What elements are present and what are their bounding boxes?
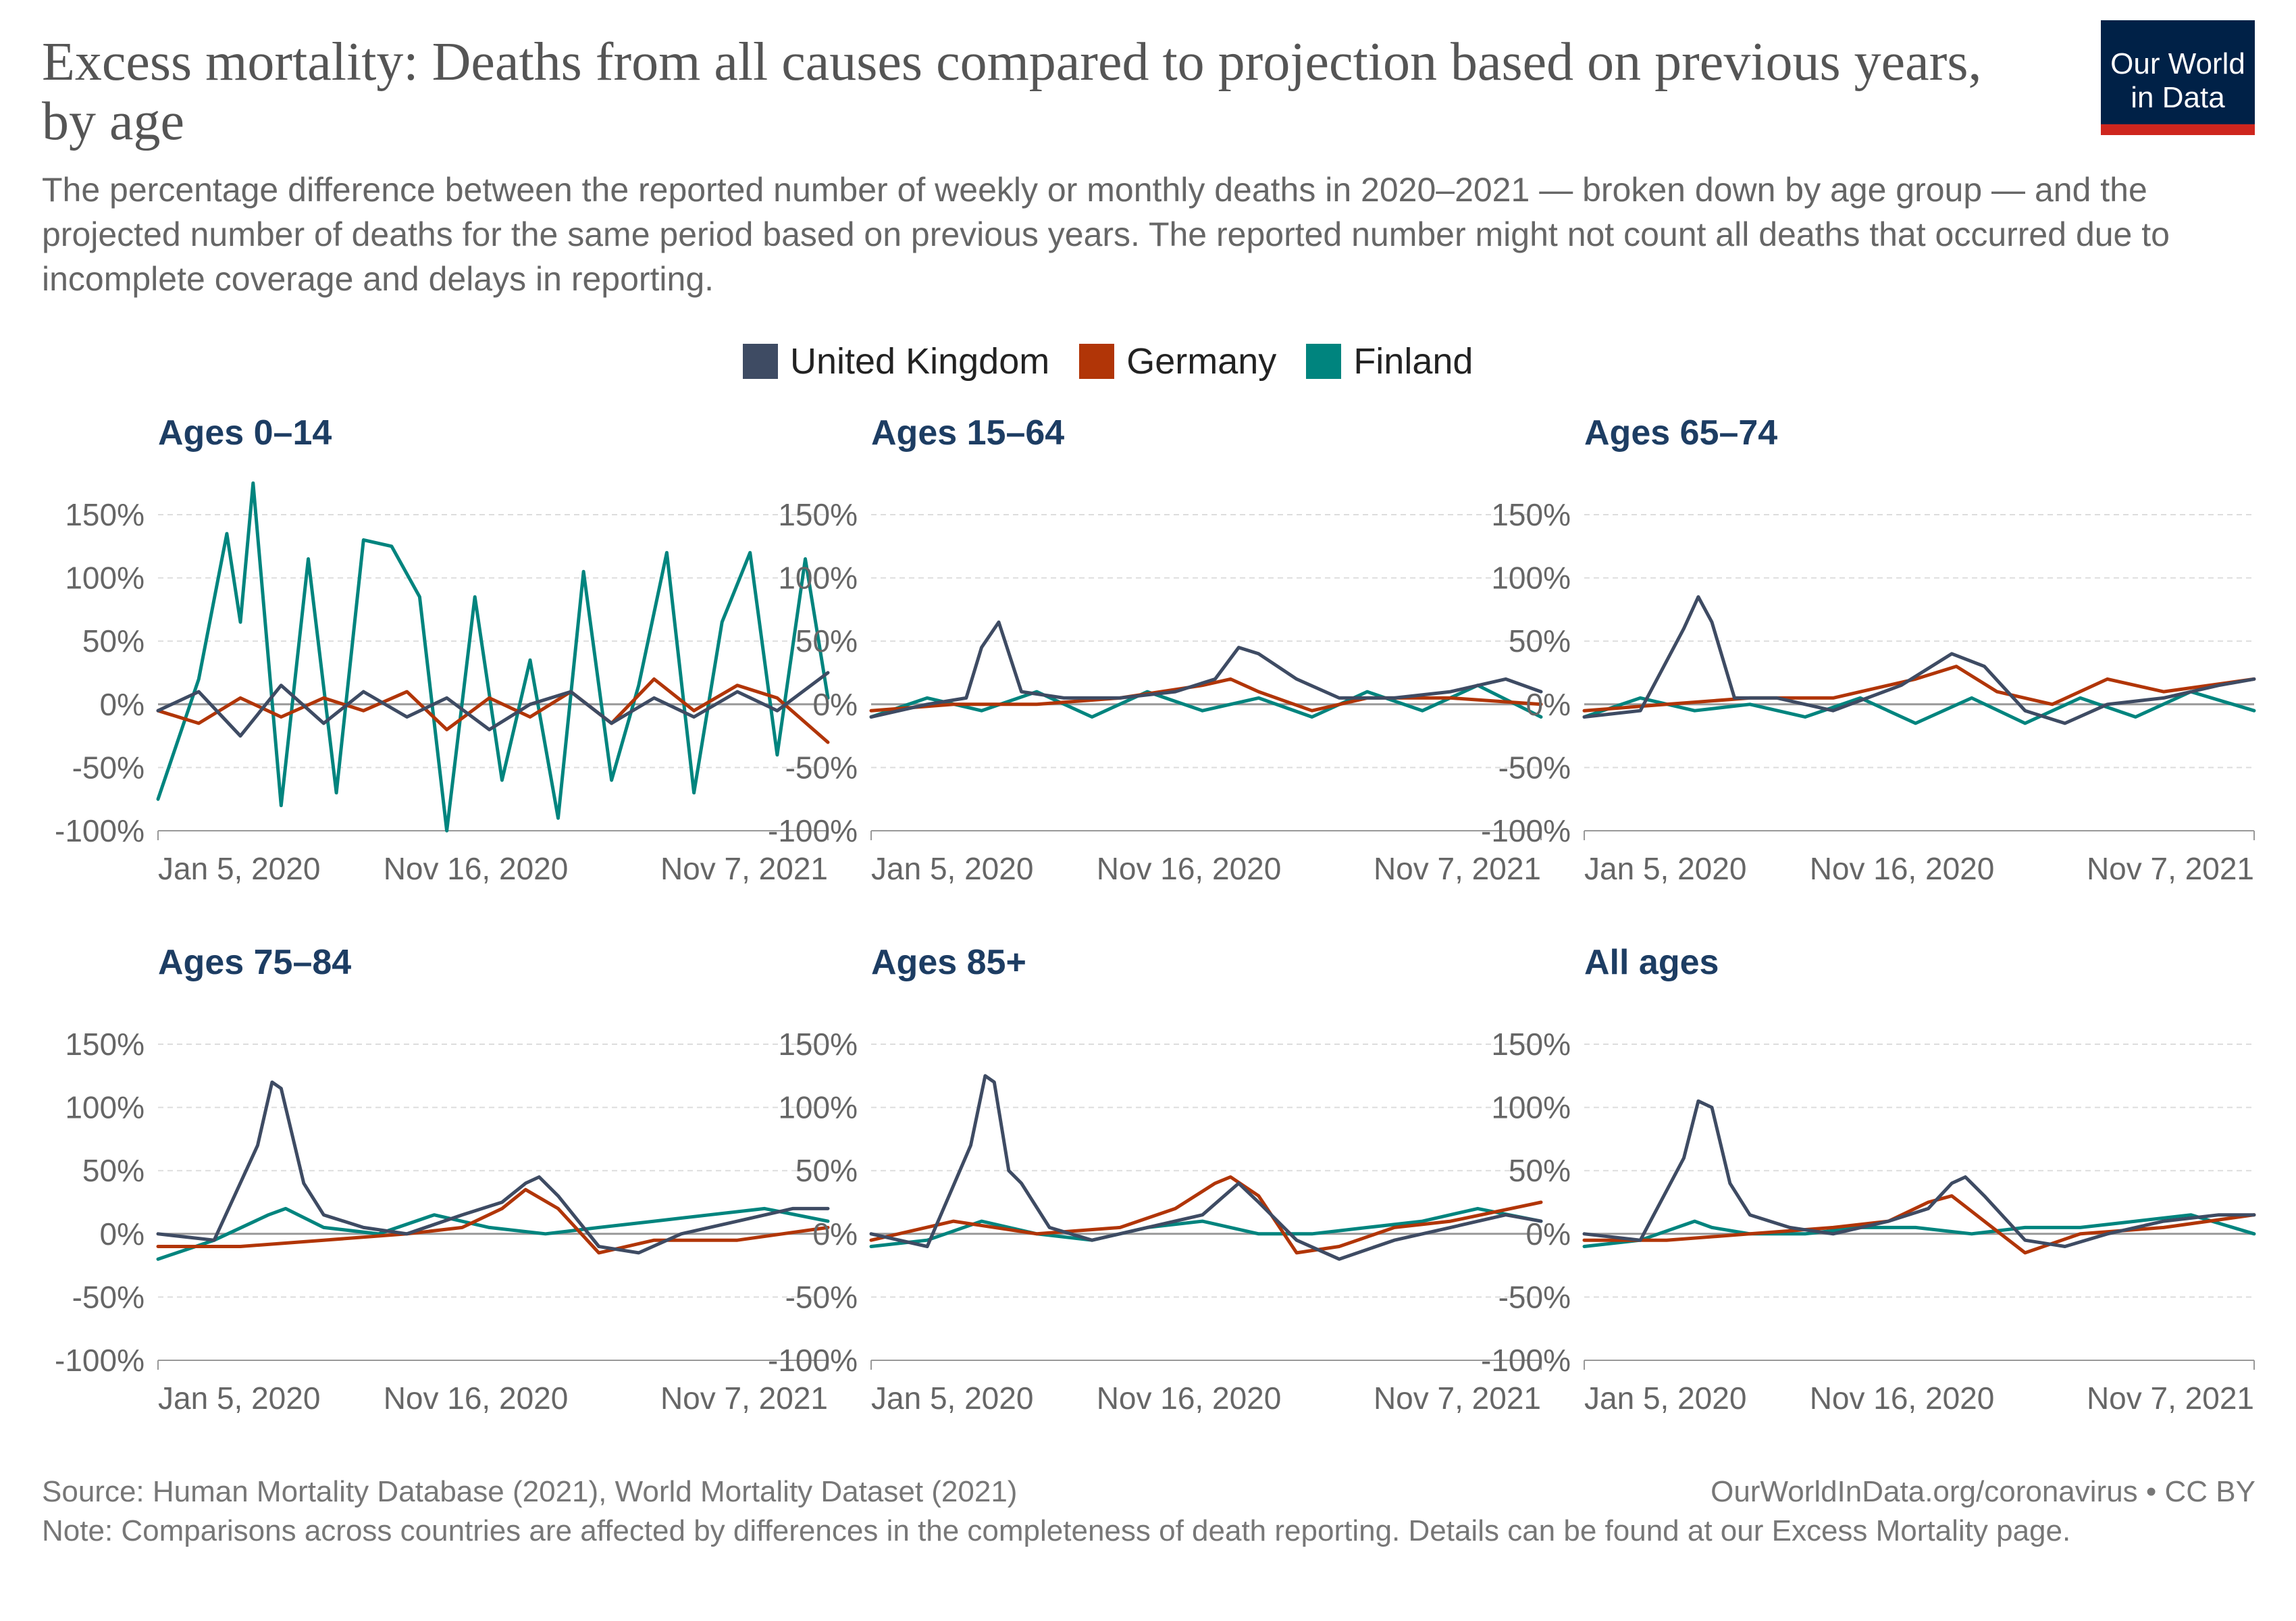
x-tick-label-ages-0-14: Nov 16, 2020 — [384, 851, 569, 886]
legend-label-finland: Finland — [1353, 341, 1473, 382]
y-tick-label-ages-75-84: -50% — [72, 1279, 145, 1314]
panel-title-all-ages: All ages — [1584, 943, 1719, 982]
y-tick-label-ages-75-84: 50% — [82, 1153, 145, 1188]
y-tick-label-all-ages: 100% — [1491, 1090, 1571, 1125]
y-tick-label-ages-85: 50% — [795, 1153, 858, 1188]
x-tick-label-ages-65-74: Nov 16, 2020 — [1810, 851, 1995, 886]
series-line-finland-ages-85 — [869, 1206, 1543, 1248]
y-tick-label-ages-85: -50% — [785, 1279, 858, 1314]
x-tick-label-ages-0-14: Jan 5, 2020 — [158, 851, 320, 886]
y-tick-label-ages-15-64: 100% — [778, 561, 858, 596]
legend-label-uk: United Kingdom — [790, 341, 1050, 382]
y-tick-label-ages-15-64: 0% — [813, 687, 858, 722]
panel-title-ages-0-14: Ages 0–14 — [158, 413, 332, 453]
logo-bar — [2101, 124, 2255, 135]
note-text: Note: Comparisons across countries are a… — [42, 1514, 2071, 1547]
y-tick-label-ages-15-64: -50% — [785, 750, 858, 785]
legend-item-germany[interactable]: Germany — [1079, 340, 1276, 382]
series-line-united-kingdom-ages-85 — [869, 1074, 1543, 1261]
logo-line-2: in Data — [2131, 81, 2225, 114]
y-tick-label-ages-0-14: 50% — [82, 623, 145, 659]
x-tick-label-ages-85: Nov 7, 2021 — [1374, 1381, 1541, 1416]
legend-swatch-finland — [1306, 344, 1342, 379]
y-tick-label-ages-0-14: -50% — [72, 750, 145, 785]
logo-line-1: Our World — [2110, 47, 2245, 80]
series-line-finland-ages-0-14 — [156, 481, 830, 833]
x-tick-label-all-ages: Nov 16, 2020 — [1810, 1381, 1995, 1416]
x-tick-label-ages-0-14: Nov 7, 2021 — [660, 851, 828, 886]
series-line-united-kingdom-ages-75-84 — [156, 1080, 830, 1255]
y-tick-label-ages-75-84: 150% — [65, 1027, 145, 1062]
y-tick-label-ages-75-84: -100% — [55, 1343, 145, 1378]
owid-logo[interactable]: Our World in Data — [2101, 20, 2255, 135]
y-tick-label-all-ages: 50% — [1509, 1153, 1571, 1188]
chart-title: Excess mortality: Deaths from all causes… — [42, 32, 1982, 151]
y-tick-label-ages-65-74: -50% — [1498, 750, 1571, 785]
credit-text[interactable]: OurWorldInData.org/coronavirus • CC BY — [1711, 1475, 2255, 1508]
x-tick-label-ages-15-64: Nov 7, 2021 — [1374, 851, 1541, 886]
y-tick-label-ages-65-74: 100% — [1491, 561, 1571, 596]
y-tick-label-ages-15-64: -100% — [768, 813, 858, 848]
panel-title-ages-15-64: Ages 15–64 — [871, 413, 1064, 453]
source-text: Source: Human Mortality Database (2021),… — [42, 1475, 1018, 1508]
y-tick-label-all-ages: 0% — [1526, 1216, 1571, 1252]
x-tick-label-ages-75-84: Nov 16, 2020 — [384, 1381, 569, 1416]
y-tick-label-ages-75-84: 100% — [65, 1090, 145, 1125]
x-tick-label-ages-85: Jan 5, 2020 — [871, 1381, 1033, 1416]
panel-title-ages-65-74: Ages 65–74 — [1584, 413, 1777, 453]
y-tick-label-ages-75-84: 0% — [100, 1216, 145, 1252]
y-tick-label-ages-0-14: 100% — [65, 561, 145, 596]
y-tick-label-ages-0-14: 0% — [100, 687, 145, 722]
y-tick-label-ages-0-14: -100% — [55, 813, 145, 848]
series-line-united-kingdom-ages-15-64 — [869, 620, 1543, 719]
y-tick-label-ages-15-64: 50% — [795, 623, 858, 659]
y-tick-label-all-ages: -100% — [1481, 1343, 1571, 1378]
series-line-finland-ages-75-84 — [156, 1206, 830, 1261]
y-tick-label-ages-65-74: -100% — [1481, 813, 1571, 848]
series-line-united-kingdom-all-ages — [1582, 1099, 2256, 1248]
x-tick-label-all-ages: Nov 7, 2021 — [2087, 1381, 2254, 1416]
y-tick-label-ages-85: 0% — [813, 1216, 858, 1252]
y-tick-label-ages-65-74: 150% — [1491, 497, 1571, 532]
x-tick-label-ages-65-74: Nov 7, 2021 — [2087, 851, 2254, 886]
series-line-germany-ages-0-14 — [156, 677, 830, 744]
y-tick-label-ages-85: 150% — [778, 1027, 858, 1062]
y-tick-label-all-ages: -50% — [1498, 1279, 1571, 1314]
legend-item-uk[interactable]: United Kingdom — [743, 340, 1049, 382]
legend-item-finland[interactable]: Finland — [1306, 340, 1473, 382]
y-tick-label-ages-65-74: 50% — [1509, 623, 1571, 659]
chart-subtitle: The percentage difference between the re… — [42, 171, 2170, 298]
x-tick-label-ages-85: Nov 16, 2020 — [1097, 1381, 1282, 1416]
y-tick-label-ages-15-64: 150% — [778, 497, 858, 532]
y-tick-label-ages-85: -100% — [768, 1343, 858, 1378]
y-tick-label-ages-85: 100% — [778, 1090, 858, 1125]
y-tick-label-ages-0-14: 150% — [65, 497, 145, 532]
series-line-finland-ages-65-74 — [1582, 690, 2256, 725]
x-tick-label-ages-75-84: Nov 7, 2021 — [660, 1381, 828, 1416]
legend: United Kingdom Germany Finland — [743, 338, 1503, 385]
y-tick-label-ages-65-74: 0% — [1526, 687, 1571, 722]
panel-title-ages-75-84: Ages 75–84 — [158, 943, 351, 982]
series-line-united-kingdom-ages-65-74 — [1582, 595, 2256, 725]
series-line-united-kingdom-ages-0-14 — [156, 671, 830, 738]
series-line-germany-ages-85 — [869, 1175, 1543, 1255]
x-tick-label-ages-15-64: Jan 5, 2020 — [871, 851, 1033, 886]
series-line-germany-all-ages — [1582, 1194, 2256, 1255]
series-line-finland-ages-15-64 — [869, 684, 1543, 719]
legend-swatch-germany — [1079, 344, 1115, 379]
series-line-germany-ages-65-74 — [1582, 665, 2256, 713]
x-tick-label-ages-65-74: Jan 5, 2020 — [1584, 851, 1746, 886]
legend-swatch-uk — [743, 344, 778, 379]
x-tick-label-all-ages: Jan 5, 2020 — [1584, 1381, 1746, 1416]
x-tick-label-ages-15-64: Nov 16, 2020 — [1097, 851, 1282, 886]
panel-title-ages-85: Ages 85+ — [871, 943, 1026, 982]
y-tick-label-all-ages: 150% — [1491, 1027, 1571, 1062]
legend-label-germany: Germany — [1126, 341, 1277, 382]
x-tick-label-ages-75-84: Jan 5, 2020 — [158, 1381, 320, 1416]
series-line-finland-all-ages — [1582, 1213, 2256, 1248]
